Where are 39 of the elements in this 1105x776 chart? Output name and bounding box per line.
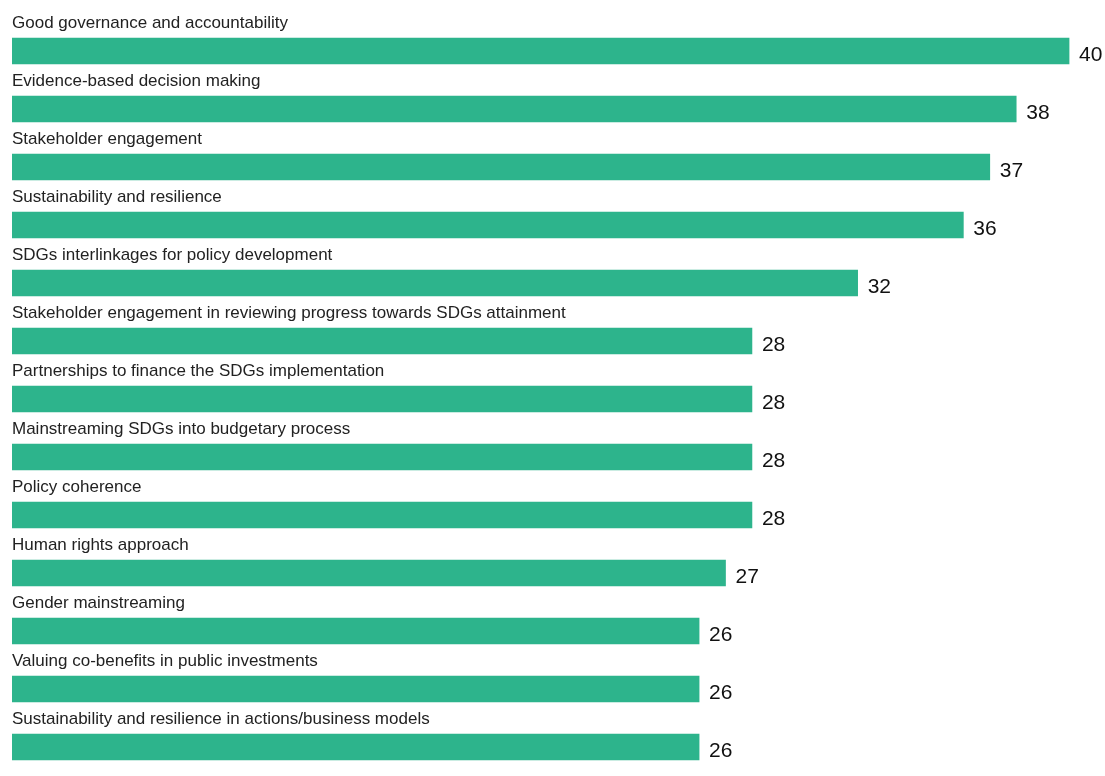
y-tick-label: Mainstreaming SDGs into budgetary process: [12, 419, 351, 439]
data-label: 28: [761, 389, 786, 413]
data-label: 36: [973, 215, 997, 239]
bar: [12, 37, 1070, 65]
bar: [12, 559, 726, 587]
data-label: 28: [761, 331, 786, 355]
bar: [12, 211, 964, 239]
bar: [12, 153, 991, 181]
data-label: 26: [709, 679, 733, 703]
data-label: 38: [1026, 99, 1050, 123]
bar: [12, 733, 700, 761]
y-tick-label: Sustainability and resilience in actions/business models: [12, 709, 430, 729]
y-tick-label: Stakeholder engagement in reviewing progress towards SDGs attainment: [12, 303, 567, 323]
y-tick-label: Human rights approach: [12, 535, 189, 555]
data-label: 40: [1079, 41, 1103, 65]
data-label: 28: [761, 447, 786, 471]
data-label: 26: [709, 621, 733, 645]
bar: [12, 443, 753, 471]
data-label: 26: [709, 737, 733, 761]
y-tick-label: SDGs interlinkages for policy development: [12, 245, 333, 265]
bar: [12, 327, 753, 355]
y-tick-label: Stakeholder engagement: [12, 129, 203, 149]
bar: [12, 269, 858, 297]
y-tick-label: Sustainability and resilience: [12, 187, 222, 207]
data-label: 37: [999, 157, 1024, 181]
bar: [12, 385, 753, 413]
y-tick-label: Valuing co-benefits in public investments: [12, 651, 318, 671]
data-label: 28: [761, 505, 786, 529]
y-tick-label: Policy coherence: [12, 477, 142, 497]
bar: [12, 95, 1017, 123]
y-tick-label: Good governance and accountability: [12, 13, 289, 33]
bar: [12, 617, 700, 645]
y-tick-label: Evidence-based decision making: [12, 71, 261, 91]
data-label: 32: [867, 273, 892, 297]
y-tick-label: Gender mainstreaming: [12, 593, 185, 613]
bar: [12, 675, 700, 703]
bar: [12, 501, 753, 529]
y-tick-label: Partnerships to finance the SDGs implementation: [12, 361, 385, 381]
data-label: 27: [735, 563, 759, 587]
